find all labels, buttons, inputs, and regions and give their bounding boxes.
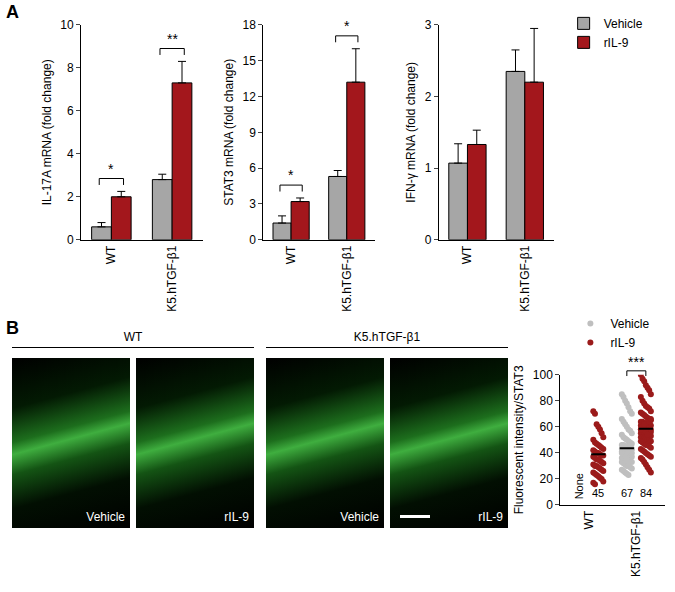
svg-text:67: 67 <box>621 487 633 499</box>
svg-text:18: 18 <box>242 18 256 32</box>
svg-text:4: 4 <box>67 147 74 161</box>
svg-text:K5.hTGF-β1: K5.hTGF-β1 <box>518 245 532 312</box>
html-text:WT: WT <box>123 330 143 344</box>
svg-text:100: 100 <box>533 368 553 382</box>
svg-text:3: 3 <box>249 197 256 211</box>
html-text:rIL-9: rIL-9 <box>224 510 249 524</box>
svg-text:K5.hTGF-β1: K5.hTGF-β1 <box>629 510 643 577</box>
svg-text:40: 40 <box>539 446 553 460</box>
svg-text:K5.hTGF-β1: K5.hTGF-β1 <box>340 245 354 312</box>
svg-text:**: ** <box>167 31 178 47</box>
svg-text:6: 6 <box>249 161 256 175</box>
html-text:A: A <box>6 2 19 22</box>
html-text:K5.hTGF-β1: K5.hTGF-β1 <box>353 330 421 344</box>
svg-text:*: * <box>108 161 114 177</box>
svg-text:IL-17A mRNA (fold change): IL-17A mRNA (fold change) <box>40 59 54 205</box>
html-text:rIL-9: rIL-9 <box>478 510 503 524</box>
svg-text:80: 80 <box>539 394 553 408</box>
svg-text:rIL-9: rIL-9 <box>604 36 629 50</box>
svg-text:6: 6 <box>67 104 74 118</box>
html-text:Vehicle: Vehicle <box>340 510 379 524</box>
svg-text:12: 12 <box>242 90 256 104</box>
svg-text:84: 84 <box>640 487 652 499</box>
svg-text:1: 1 <box>425 161 432 175</box>
html-text:Vehicle: Vehicle <box>86 510 125 524</box>
svg-text:0: 0 <box>249 233 256 247</box>
svg-text:WT: WT <box>582 510 596 529</box>
svg-text:Vehicle: Vehicle <box>604 17 643 31</box>
svg-text:*: * <box>288 167 294 183</box>
svg-text:15: 15 <box>242 54 256 68</box>
svg-text:None: None <box>573 473 585 499</box>
svg-text:2: 2 <box>425 90 432 104</box>
svg-text:0: 0 <box>425 233 432 247</box>
svg-text:45: 45 <box>592 487 604 499</box>
svg-text:0: 0 <box>546 498 553 512</box>
svg-text:WT: WT <box>284 245 298 264</box>
svg-text:***: *** <box>628 354 645 370</box>
svg-text:8: 8 <box>67 61 74 75</box>
svg-text:60: 60 <box>539 420 553 434</box>
svg-text:2: 2 <box>67 190 74 204</box>
svg-text:0: 0 <box>67 233 74 247</box>
svg-text:STAT3 mRNA (fold change): STAT3 mRNA (fold change) <box>222 59 236 206</box>
svg-text:rIL-9: rIL-9 <box>610 336 635 350</box>
svg-text:10: 10 <box>60 18 74 32</box>
svg-text:Fluorescent intensity/STAT3: Fluorescent intensity/STAT3 <box>512 365 526 514</box>
svg-text:WT: WT <box>460 245 474 264</box>
html-text:B: B <box>6 318 19 338</box>
svg-text:Vehicle: Vehicle <box>610 317 649 331</box>
svg-text:IFN-γ mRNA (fold change): IFN-γ mRNA (fold change) <box>404 62 418 203</box>
svg-text:*: * <box>344 18 350 34</box>
svg-text:K5.hTGF-β1: K5.hTGF-β1 <box>165 245 179 312</box>
svg-text:3: 3 <box>425 18 432 32</box>
svg-text:WT: WT <box>104 245 118 264</box>
svg-text:9: 9 <box>249 126 256 140</box>
svg-text:20: 20 <box>539 472 553 486</box>
